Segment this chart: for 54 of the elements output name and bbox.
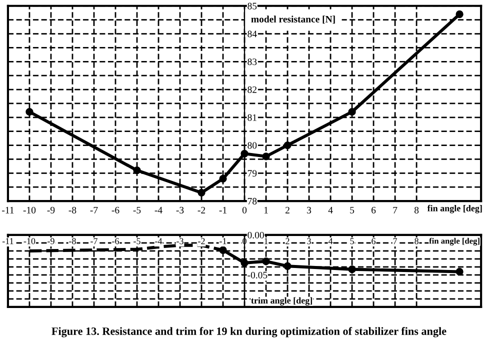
x-tick-label: -6 (112, 206, 120, 214)
x-tick-label: 4 (328, 238, 333, 244)
y-tick-label: 0.00 (248, 232, 264, 238)
x-tick-label: -7 (90, 238, 98, 244)
x-tick-label: -8 (69, 238, 76, 244)
x-tick-label: 5 (350, 238, 354, 244)
x-tick-label: 4 (328, 206, 333, 214)
y-tick-label: -0.05 (248, 272, 268, 278)
x-tick-label: -5 (134, 238, 140, 244)
caption: Figure 13. Resistance and trim for 19 kn during optimization of stabilizer fins angle (52, 327, 446, 338)
x-tick-label: -3 (176, 238, 184, 244)
x-tick-label: 8 (414, 238, 418, 244)
x-tick-label: -6 (112, 238, 119, 244)
x-axis-title: fin angle [deg] (429, 238, 480, 246)
x-tick-label: 7 (393, 238, 398, 244)
y-tick-label: 84 (248, 30, 257, 38)
y-tick-label: 85 (248, 2, 257, 10)
x-tick-label: -2 (198, 206, 206, 214)
x-tick-label: 2 (286, 238, 290, 244)
x-tick-label: -9 (48, 238, 54, 244)
y-axis-title: trim angle [deg] (251, 297, 312, 306)
x-tick-label: -10 (24, 238, 36, 244)
x-tick-label: -8 (68, 206, 76, 214)
x-tick-label: -4 (155, 238, 162, 244)
x-tick-label: 0 (242, 206, 247, 214)
y-tick-label: 78 (248, 198, 257, 204)
x-tick-label: 3 (307, 238, 311, 244)
x-tick-label: -5 (133, 206, 141, 214)
x-tick-label: -7 (90, 206, 98, 214)
x-tick-label: -11 (2, 238, 14, 244)
y-tick-label: 79 (248, 170, 257, 177)
x-tick-label: 6 (372, 238, 376, 244)
x-tick-label: -10 (23, 206, 36, 214)
x-tick-label: 1 (264, 206, 268, 214)
y-axis-title: model resistance [N] (251, 16, 335, 24)
x-tick-label: 6 (372, 206, 376, 214)
y-tick-label: 80 (248, 142, 257, 149)
x-tick-label: 2 (286, 206, 290, 214)
x-tick-label: 1 (264, 238, 268, 244)
x-tick-label: 8 (414, 206, 419, 214)
x-tick-label: -4 (154, 206, 162, 214)
y-tick-label: 83 (248, 58, 257, 66)
x-tick-label: -1 (220, 238, 226, 244)
x-tick-label: 5 (350, 206, 354, 214)
x-axis-title: fin angle [deg] (427, 204, 482, 214)
x-tick-label: -3 (176, 206, 184, 214)
x-tick-label: 7 (393, 206, 398, 214)
x-tick-label: -9 (47, 206, 55, 214)
x-tick-label: -1 (219, 206, 226, 214)
x-tick-label: 3 (307, 206, 312, 214)
y-tick-label: 82 (248, 86, 256, 93)
y-tick-label: 81 (248, 114, 256, 121)
x-tick-label: -2 (198, 238, 205, 244)
x-tick-label: -11 (2, 206, 14, 214)
